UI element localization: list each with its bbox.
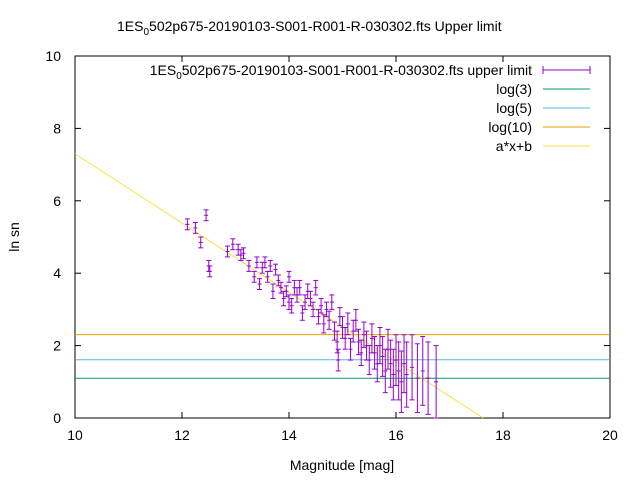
data-point xyxy=(348,337,354,361)
chart-title: 1ES0502p675-20190103-S001-R001-R-030302.… xyxy=(117,18,502,38)
legend-label-log3: log(3) xyxy=(496,81,532,97)
data-point xyxy=(353,308,359,332)
data-point xyxy=(246,260,252,272)
data-point xyxy=(345,312,351,336)
data-point xyxy=(275,274,281,287)
legend-label-fit: a*x+b xyxy=(496,138,532,154)
x-axis-label: Magnitude [mag] xyxy=(290,457,394,473)
data-point xyxy=(396,341,402,401)
data-point xyxy=(401,334,407,394)
data-point xyxy=(337,307,343,327)
x-tick-label: 20 xyxy=(602,427,618,443)
data-point xyxy=(265,270,271,283)
y-tick-label: 4 xyxy=(53,265,61,281)
data-point xyxy=(267,260,273,272)
y-tick-label: 6 xyxy=(53,193,61,209)
data-point xyxy=(425,341,431,415)
data-point xyxy=(286,294,292,310)
data-point xyxy=(382,348,388,394)
data-point xyxy=(192,222,198,234)
data-point xyxy=(207,265,213,278)
data-point xyxy=(224,245,230,258)
data-point xyxy=(323,301,329,318)
data-point xyxy=(377,327,383,365)
plot-area xyxy=(74,55,611,419)
data-point xyxy=(270,283,276,300)
data-point xyxy=(329,294,335,310)
y-tick-label: 10 xyxy=(45,48,61,64)
x-tick-label: 12 xyxy=(174,427,190,443)
data-point xyxy=(230,238,236,251)
data-point xyxy=(198,236,204,249)
data-points xyxy=(184,209,439,419)
data-point xyxy=(273,263,279,276)
x-tick-label: 10 xyxy=(67,427,83,443)
y-tick-label: 2 xyxy=(53,338,61,354)
data-point xyxy=(254,256,260,269)
data-point xyxy=(310,301,316,318)
data-point xyxy=(313,279,319,296)
legend-label-data: 1ES0502p675-20190103-S001-R001-R-030302.… xyxy=(150,62,532,82)
data-point xyxy=(184,218,190,231)
data-point xyxy=(251,270,257,283)
data-point xyxy=(369,323,375,354)
data-point xyxy=(380,336,386,377)
y-axis-label: ln sn xyxy=(6,222,22,252)
legend-sample-data xyxy=(542,66,591,74)
data-point xyxy=(420,336,426,406)
data-point xyxy=(241,247,247,260)
data-point xyxy=(390,348,396,401)
data-point xyxy=(342,327,348,350)
data-point xyxy=(286,270,292,283)
data-point xyxy=(302,294,308,310)
data-point xyxy=(358,339,364,367)
data-point xyxy=(393,334,399,386)
data-point xyxy=(289,298,295,314)
data-point xyxy=(372,336,378,370)
data-point xyxy=(385,328,391,370)
data-point xyxy=(283,285,289,298)
data-point xyxy=(433,345,439,419)
legend: 1ES0502p675-20190103-S001-R001-R-030302.… xyxy=(150,62,591,154)
y-tick-label: 8 xyxy=(53,120,61,136)
data-point xyxy=(409,334,415,401)
x-tick-label: 18 xyxy=(495,427,511,443)
data-point xyxy=(356,328,362,356)
data-point xyxy=(335,348,341,372)
data-point xyxy=(307,290,313,307)
data-point xyxy=(262,256,268,269)
x-tick-label: 14 xyxy=(281,427,297,443)
x-tick-label: 16 xyxy=(388,427,404,443)
data-point xyxy=(278,281,284,294)
data-point xyxy=(366,345,372,376)
data-point xyxy=(361,321,367,348)
data-point xyxy=(318,298,324,314)
data-point xyxy=(388,339,394,388)
data-point xyxy=(203,209,209,222)
data-point xyxy=(315,308,321,325)
y-tick-label: 0 xyxy=(53,410,61,426)
axis-ticks: 10 12 14 16 18 20 0 2 4 6 8 10 xyxy=(45,48,618,443)
data-point xyxy=(257,278,263,290)
data-point xyxy=(297,279,303,296)
data-point xyxy=(299,305,305,321)
legend-label-log10: log(10) xyxy=(488,119,532,135)
data-point xyxy=(404,341,410,408)
reference-lines xyxy=(74,153,610,419)
data-point xyxy=(398,350,404,414)
data-point xyxy=(321,314,327,334)
data-point xyxy=(340,316,345,339)
data-point xyxy=(414,343,420,414)
legend-label-log5: log(5) xyxy=(496,100,532,116)
data-point xyxy=(326,310,332,330)
data-point xyxy=(238,249,244,262)
